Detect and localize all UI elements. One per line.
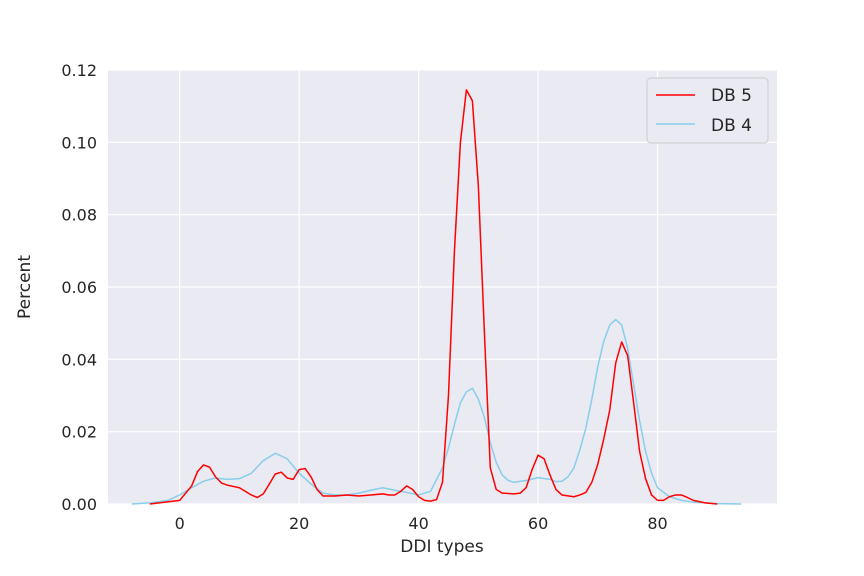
legend: DB 5 DB 4 [646,77,769,144]
y-axis-label: Percent [15,255,35,319]
x-tick-labels: 0 20 40 60 80 [175,514,668,533]
y-tick-label: 0.06 [61,278,97,297]
x-axis-label: DDI types [400,537,484,557]
legend-label-db5: DB 5 [711,86,752,106]
y-tick-label: 0.12 [61,61,97,80]
y-tick-label: 0.10 [61,133,97,152]
series-line-db5 [149,89,718,505]
y-tick-label: 0.08 [61,206,97,225]
x-tick-label: 80 [647,514,667,533]
x-tick-label: 60 [528,514,548,533]
legend-label-db4: DB 4 [711,116,752,136]
series-lines [131,89,742,505]
y-tick-label: 0.04 [61,350,97,369]
x-tick-label: 0 [175,514,185,533]
y-tick-labels: 0.00 0.02 0.04 0.06 0.08 0.10 0.12 [61,61,97,514]
y-tick-label: 0.02 [61,423,97,442]
y-tick-label: 0.00 [61,495,97,514]
x-tick-label: 40 [408,514,428,533]
series-line-db4 [131,318,742,505]
x-tick-label: 20 [289,514,309,533]
